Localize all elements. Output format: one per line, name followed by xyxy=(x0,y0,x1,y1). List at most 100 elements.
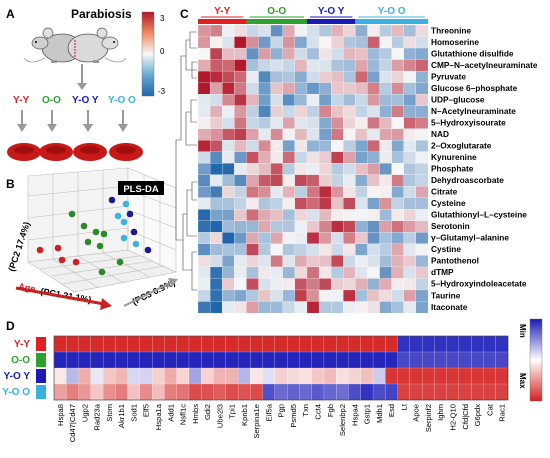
c-heatmap-cell xyxy=(270,70,283,83)
point-y-o-o xyxy=(120,234,128,242)
c-heatmap-cell xyxy=(379,186,392,199)
c-heatmap-cell xyxy=(294,82,308,95)
c-heatmap-cell xyxy=(331,24,344,37)
point-y-y xyxy=(36,246,44,254)
c-heatmap-cell xyxy=(234,197,247,210)
c-heatmap-cell xyxy=(209,117,223,129)
c-heatmap-cell xyxy=(209,243,223,256)
c-heatmap-cell xyxy=(331,186,344,199)
c-colorbar-mid: 0 xyxy=(160,47,165,56)
c-heatmap-cell xyxy=(415,105,429,118)
c-heatmap-cell xyxy=(270,93,283,106)
c-heatmap-cell xyxy=(415,128,429,141)
c-heatmap-cell xyxy=(331,220,344,233)
c-heatmap-cell xyxy=(415,301,429,314)
c-heatmap-cell xyxy=(222,70,235,83)
c-heatmap-cell xyxy=(403,220,417,233)
c-heatmap-cell xyxy=(415,117,429,129)
c-heatmap-cell xyxy=(367,186,380,199)
c-heatmap-cell xyxy=(270,47,283,60)
d-gene-label: Cfd|Cfd xyxy=(461,404,470,430)
c-metabolite-label: CMP–N–acetylneuraminate xyxy=(431,60,538,70)
c-heatmap-cell xyxy=(367,140,380,152)
c-heatmap-cell xyxy=(343,70,356,83)
d-heatmap-cell xyxy=(188,383,202,401)
c-heatmap-cell xyxy=(331,209,344,222)
c-heatmap-cell xyxy=(403,209,417,222)
c-heatmap-cell xyxy=(367,266,380,279)
c-heatmap-cell xyxy=(318,36,332,49)
c-header-label: Y-Y xyxy=(214,6,230,17)
c-heatmap-cell xyxy=(331,47,344,60)
c-heatmap-cell xyxy=(415,36,429,49)
c-heatmap-cell xyxy=(270,243,283,256)
c-heatmap-cell xyxy=(282,232,296,245)
c-heatmap-cell xyxy=(391,197,405,210)
d-heatmap-cell xyxy=(164,367,177,385)
c-heatmap-cell xyxy=(403,117,417,129)
d-heatmap-cell xyxy=(102,383,116,401)
c-heatmap-cell xyxy=(391,278,405,291)
c-heatmap-cell xyxy=(318,197,332,210)
d-heatmap-cell xyxy=(127,383,141,401)
d-gene-label: Eif5a xyxy=(264,403,273,421)
c-header-label: Y-O Y xyxy=(318,6,345,17)
c-heatmap-cell xyxy=(391,59,405,72)
d-heatmap-cell xyxy=(139,367,153,385)
c-metabolite-label: Pyruvate xyxy=(431,71,466,81)
d-heatmap-cell xyxy=(176,367,190,385)
c-heatmap-cell xyxy=(415,47,429,60)
d-heatmap-cell xyxy=(139,351,153,369)
c-heatmap-cell xyxy=(343,140,356,152)
d-gene-label: Psmd5 xyxy=(289,404,298,428)
group-label-y-o-o: Y-O O xyxy=(108,95,136,106)
d-heatmap-cell xyxy=(78,335,92,353)
c-heatmap-cell xyxy=(379,289,392,302)
c-heatmap-cell xyxy=(270,301,283,314)
d-heatmap-cell xyxy=(434,367,447,385)
pls-da-label-bg xyxy=(118,181,164,195)
c-group-bar-segment xyxy=(306,19,356,24)
d-heatmap-cell xyxy=(225,351,239,369)
parabiosis-title: Parabiosis xyxy=(71,7,132,21)
c-heatmap-cell xyxy=(306,36,320,49)
c-heatmap-cell xyxy=(403,278,417,291)
c-heatmap-cell xyxy=(294,140,308,152)
d-heatmap-cell xyxy=(53,383,67,401)
d-heatmap-cell xyxy=(446,367,460,385)
d-heatmap-cell xyxy=(66,335,79,353)
c-metabolite-label: NAD xyxy=(431,129,449,139)
c-heatmap-cell xyxy=(258,278,271,291)
d-gene-label: Elf5 xyxy=(142,404,151,417)
panel-b-letter: B xyxy=(6,177,15,191)
d-heatmap-cell xyxy=(287,335,300,353)
c-heatmap-cell xyxy=(234,140,247,152)
c-heatmap-cell xyxy=(306,186,320,199)
point-y-o-y xyxy=(126,210,134,218)
c-heatmap-cell xyxy=(355,82,368,95)
pls-da-label: PLS-DA xyxy=(123,184,159,195)
c-heatmap-cell xyxy=(391,266,405,279)
d-heatmap-cell xyxy=(90,351,104,369)
c-heatmap-cell xyxy=(306,24,320,37)
c-metabolite-label: Kynurenine xyxy=(431,152,477,162)
c-heatmap-cell xyxy=(197,163,211,175)
c-heatmap-cell xyxy=(379,82,392,95)
d-gene-label: Hspa4 xyxy=(350,404,359,426)
c-heatmap-cell xyxy=(234,105,247,118)
d-heatmap-cell xyxy=(176,335,190,353)
c-heatmap-cell xyxy=(355,105,368,118)
c-heatmap-cell xyxy=(246,197,259,210)
d-heatmap-cell xyxy=(237,367,251,385)
d-heatmap-cell xyxy=(348,383,361,401)
c-heatmap-cell xyxy=(209,128,223,141)
c-heatmap-cell xyxy=(343,105,356,118)
c-heatmap-cell xyxy=(355,197,368,210)
c-heatmap-cell xyxy=(294,232,308,245)
c-heatmap-cell xyxy=(318,24,332,37)
c-heatmap-cell xyxy=(343,266,356,279)
c-heatmap-cell xyxy=(282,174,296,187)
d-heatmap-cell xyxy=(102,351,116,369)
c-heatmap xyxy=(197,24,429,314)
c-metabolite-label: UDP–glucose xyxy=(431,94,485,104)
